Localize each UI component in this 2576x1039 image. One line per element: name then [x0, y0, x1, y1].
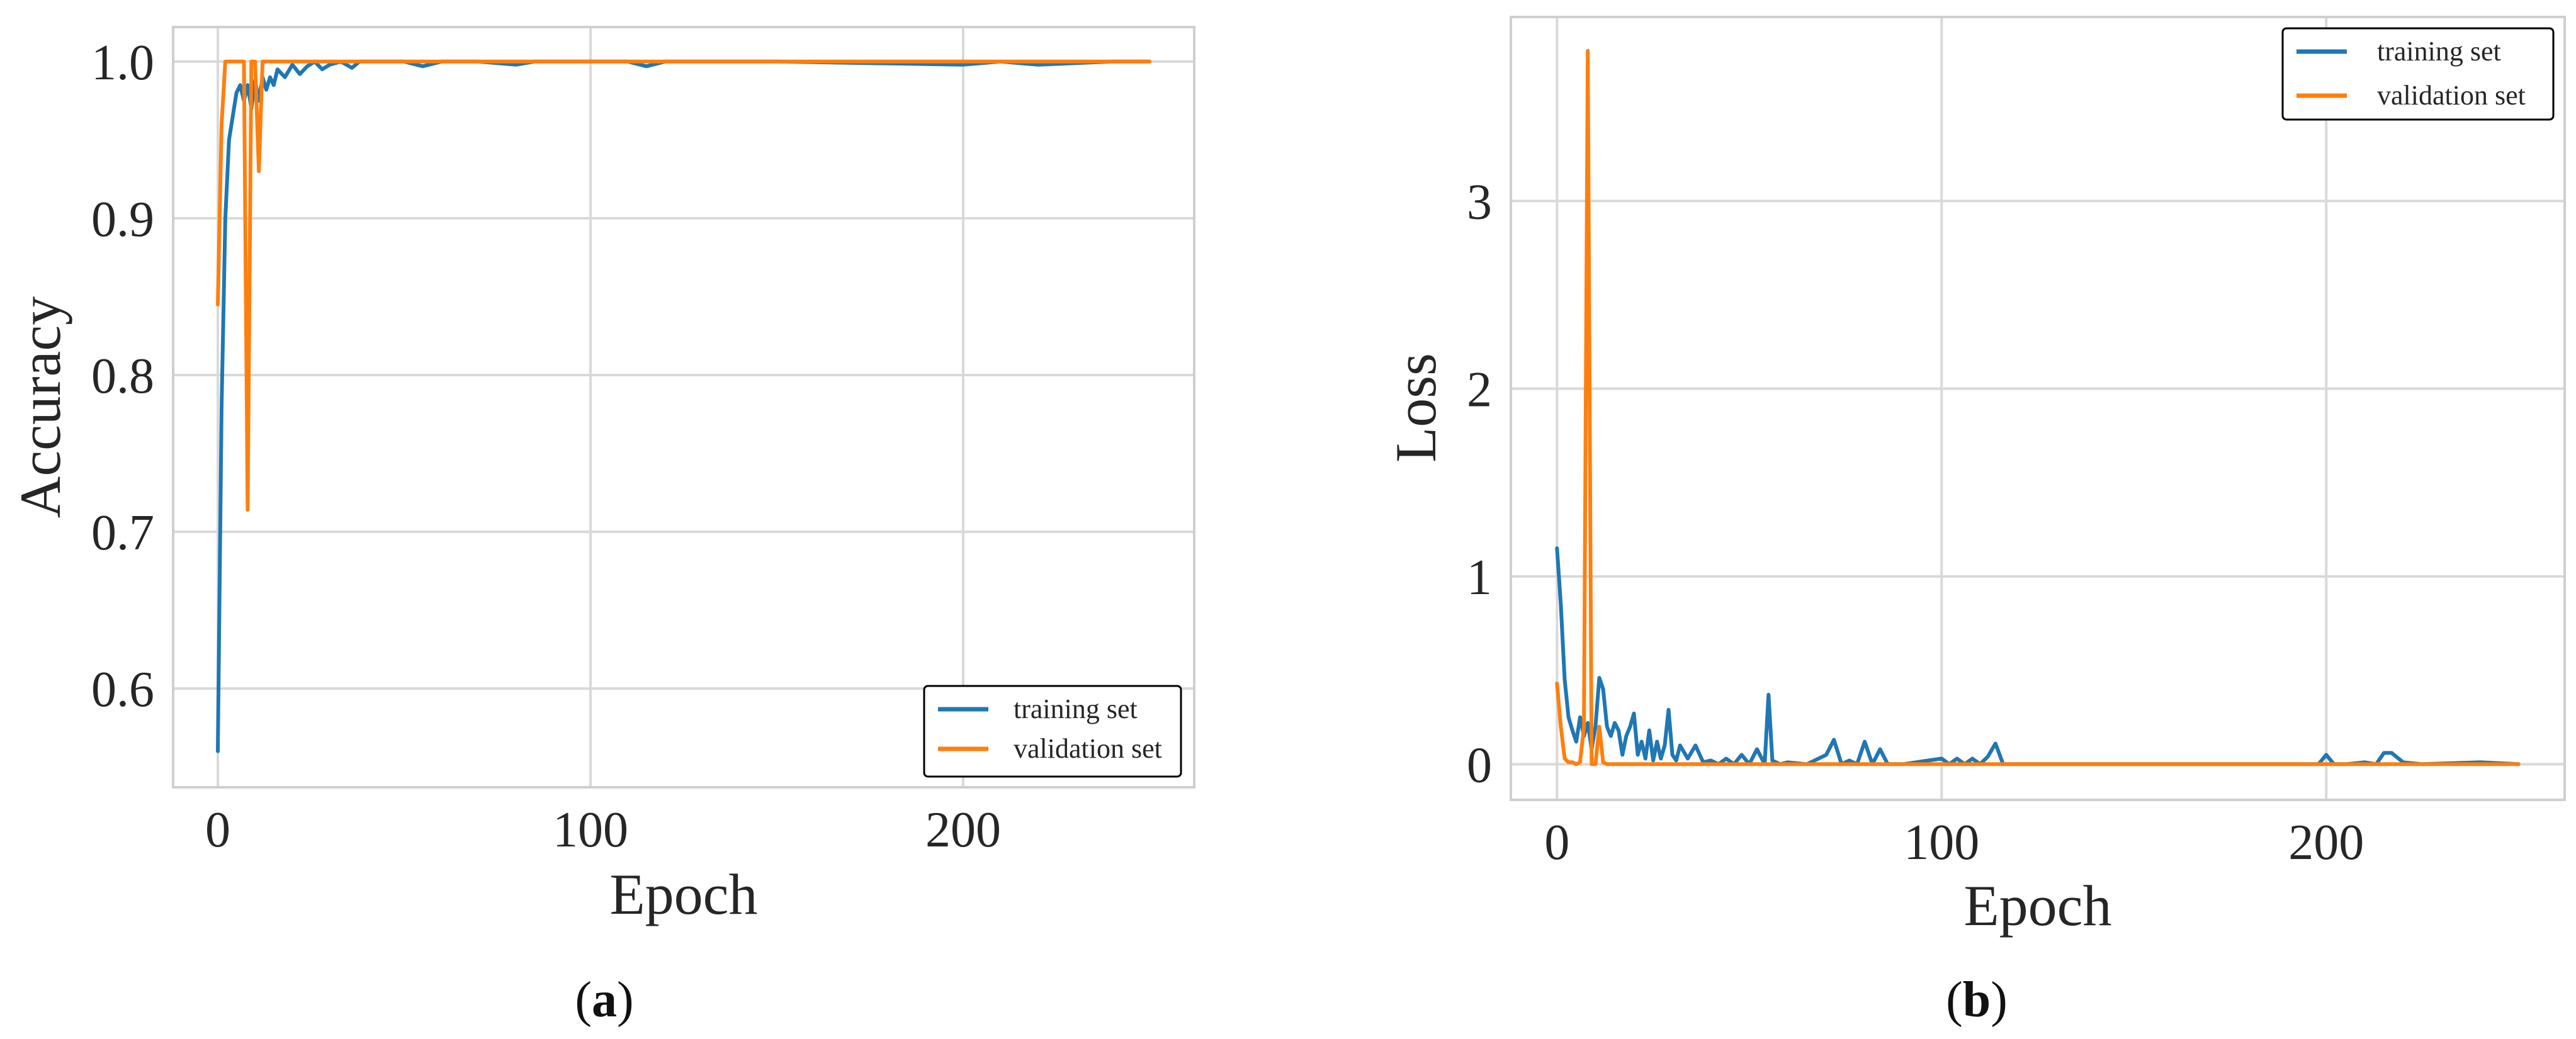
loss-chart: 0 100 200 0 1 2 3 Epoch Loss training set vali… — [1384, 16, 2566, 1028]
accuracy-x-tick-label: 200 — [925, 802, 1001, 858]
loss-y-tick-label: 1 — [1467, 550, 1492, 605]
accuracy-y-tick-label: 0.8 — [91, 349, 154, 404]
accuracy-caption-close: ) — [617, 972, 634, 1028]
loss-legend-training-label: training set — [2377, 36, 2501, 67]
loss-y-axis-label: Loss — [1384, 353, 1448, 463]
accuracy-x-axis-label: Epoch — [609, 862, 757, 926]
accuracy-caption-open: ( — [575, 972, 592, 1028]
accuracy-legend-validation-label: validation set — [1014, 733, 1162, 764]
accuracy-caption: (a) — [575, 972, 633, 1028]
loss-y-tick-label: 3 — [1467, 174, 1492, 230]
accuracy-tick-labels: 0 100 200 0.6 0.7 0.8 0.9 1.0 — [91, 35, 1001, 858]
loss-caption-letter: b — [1963, 972, 1991, 1028]
loss-x-tick-label: 200 — [2288, 815, 2364, 870]
accuracy-x-tick-label: 100 — [553, 802, 628, 858]
loss-caption-close: ) — [1991, 972, 2008, 1028]
loss-x-tick-label: 100 — [1904, 815, 1979, 870]
loss-caption: (b) — [1946, 972, 2008, 1028]
accuracy-chart: 0 100 200 0.6 0.7 0.8 0.9 1.0 Epoch Accuracy tr… — [8, 26, 1195, 1028]
accuracy-validation-line — [216, 59, 1151, 512]
accuracy-y-tick-label: 1.0 — [91, 35, 154, 91]
loss-legend: training set validation set — [2281, 27, 2555, 121]
loss-x-axis-label: Epoch — [1963, 873, 2111, 938]
accuracy-series-layer — [216, 59, 1151, 753]
loss-y-tick-label: 2 — [1467, 362, 1492, 418]
accuracy-caption-letter: a — [592, 972, 617, 1028]
accuracy-training-line — [216, 59, 1151, 753]
loss-tick-labels: 0 100 200 0 1 2 3 — [1467, 174, 2364, 870]
loss-legend-box — [2281, 27, 2555, 121]
loss-x-tick-label: 0 — [1544, 815, 1569, 870]
loss-training-line — [1555, 546, 2521, 767]
accuracy-y-tick-label: 0.6 — [91, 662, 154, 717]
loss-gridlines — [1511, 17, 2565, 800]
loss-series-layer — [1555, 48, 2521, 767]
loss-legend-validation-label: validation set — [2377, 80, 2526, 111]
accuracy-y-tick-label: 0.7 — [91, 505, 154, 561]
loss-plot-frame — [1510, 16, 2566, 801]
accuracy-legend-training-label: training set — [1014, 694, 1138, 724]
accuracy-gridlines — [173, 27, 1194, 787]
accuracy-x-tick-label: 0 — [205, 802, 230, 858]
accuracy-y-tick-label: 0.9 — [91, 192, 154, 247]
loss-validation-line — [1555, 48, 2521, 767]
loss-caption-open: ( — [1946, 972, 1963, 1028]
accuracy-plot-frame — [172, 26, 1195, 789]
accuracy-legend: training set validation set — [923, 685, 1182, 778]
loss-y-tick-label: 0 — [1467, 738, 1492, 793]
accuracy-y-axis-label: Accuracy — [8, 296, 72, 518]
